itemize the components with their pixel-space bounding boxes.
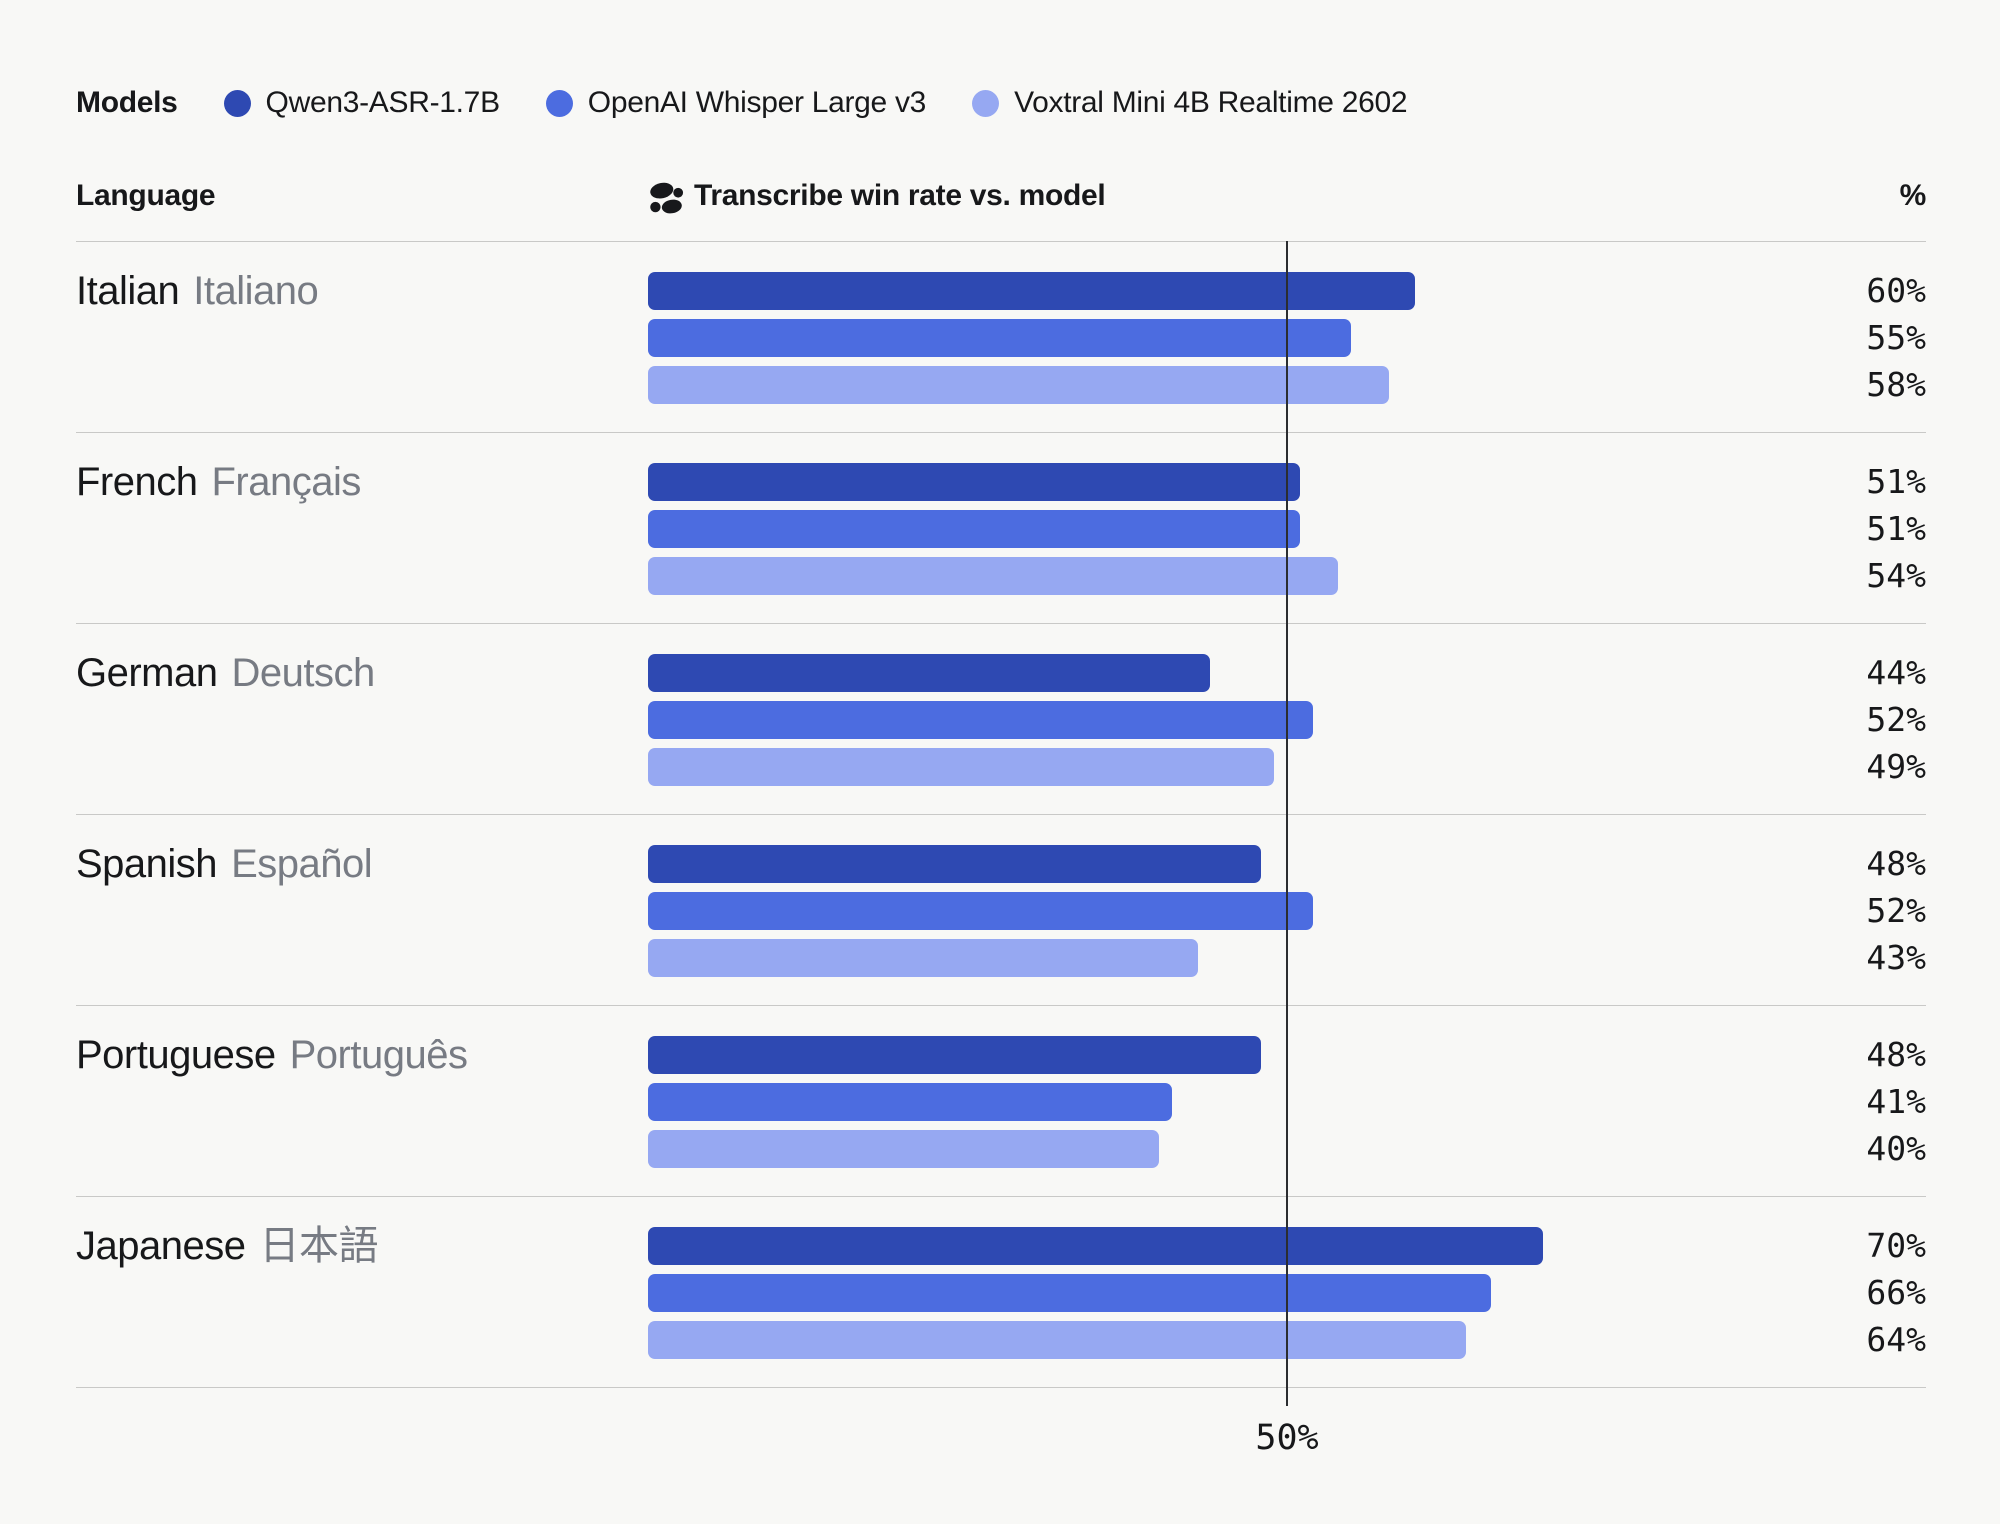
language-name-english: French xyxy=(76,460,198,504)
percent-value: 66% xyxy=(1866,1273,1926,1312)
win-rate-bar xyxy=(648,463,1300,501)
win-rate-bar xyxy=(648,654,1211,692)
language-name-native: 日本語 xyxy=(259,1224,378,1268)
language-name-english: Spanish xyxy=(76,842,218,886)
legend-item: Qwen3-ASR-1.7B xyxy=(223,86,501,120)
percent-value: 48% xyxy=(1866,844,1926,883)
language-label: Spanish Español xyxy=(76,842,373,886)
percent-value-group: 44% 52% 49% xyxy=(1866,654,1926,795)
language-label: French Français xyxy=(76,460,362,504)
win-rate-bar xyxy=(648,1130,1160,1168)
table-row: Japanese 日本語 70% 66% 64% xyxy=(76,1197,1926,1388)
percent-value: 52% xyxy=(1866,700,1926,739)
language-name-native: Português xyxy=(289,1033,468,1077)
win-rate-bar xyxy=(648,1321,1466,1359)
percent-value-group: 48% 41% 40% xyxy=(1866,1036,1926,1177)
win-rate-bar xyxy=(648,319,1351,357)
win-rate-bar xyxy=(648,845,1262,883)
win-rate-bar xyxy=(648,701,1313,739)
percent-value: 55% xyxy=(1866,318,1926,357)
legend-item-label: Qwen3-ASR-1.7B xyxy=(265,86,501,119)
fifty-percent-label: 50% xyxy=(1255,1418,1319,1458)
win-rate-bar xyxy=(648,272,1415,310)
win-rate-bar xyxy=(648,510,1300,548)
language-rows: Italian Italiano 60% 55% 58% French Français… xyxy=(76,241,1926,1388)
win-rate-bar xyxy=(648,892,1313,930)
win-rate-bar xyxy=(648,939,1198,977)
table-row: Spanish Español 48% 52% 43% xyxy=(76,815,1926,1006)
column-header-metric: Transcribe win rate vs. model xyxy=(648,178,1106,214)
win-rate-bar xyxy=(648,557,1339,595)
language-name-native: Deutsch xyxy=(231,651,376,695)
language-label: Portuguese Português xyxy=(76,1033,468,1077)
win-rate-bar xyxy=(648,366,1390,404)
table-row: Portuguese Português 48% 41% 40% xyxy=(76,1006,1926,1197)
percent-value: 54% xyxy=(1866,556,1926,595)
win-rate-bar xyxy=(648,1083,1172,1121)
percent-value: 49% xyxy=(1866,747,1926,786)
language-label: Italian Italiano xyxy=(76,269,319,313)
win-rate-bar xyxy=(648,748,1275,786)
percent-value: 70% xyxy=(1866,1226,1926,1265)
language-label: German Deutsch xyxy=(76,651,376,695)
legend-item: Voxtral Mini 4B Realtime 2602 xyxy=(972,86,1408,120)
bar-group xyxy=(648,845,1926,986)
scribe-logo-icon xyxy=(648,179,684,214)
percent-value: 52% xyxy=(1866,891,1926,930)
legend-item-label: Voxtral Mini 4B Realtime 2602 xyxy=(1014,86,1408,119)
bar-group xyxy=(648,1227,1926,1368)
percent-value: 60% xyxy=(1866,271,1926,310)
win-rate-bar xyxy=(648,1036,1262,1074)
percent-value: 44% xyxy=(1866,653,1926,692)
column-header-language: Language xyxy=(76,179,216,212)
metric-header-label: Transcribe win rate vs. model xyxy=(694,179,1106,212)
bar-group xyxy=(648,1036,1926,1177)
language-name-english: Japanese xyxy=(76,1224,246,1268)
models-legend: Models Qwen3-ASR-1.7B OpenAI Whisper Lar… xyxy=(76,86,1408,120)
bar-group xyxy=(648,654,1926,795)
legend-title: Models xyxy=(76,86,178,119)
language-label: Japanese 日本語 xyxy=(76,1224,378,1268)
win-rate-bar xyxy=(648,1227,1543,1265)
win-rate-bar xyxy=(648,1274,1492,1312)
column-header-percent: % xyxy=(1899,179,1927,212)
legend-dot-icon xyxy=(545,89,573,117)
percent-value: 41% xyxy=(1866,1082,1926,1121)
percent-value-group: 48% 52% 43% xyxy=(1866,845,1926,986)
table-row: Italian Italiano 60% 55% 58% xyxy=(76,242,1926,433)
language-name-english: Italian xyxy=(76,269,180,313)
percent-value: 64% xyxy=(1866,1320,1926,1359)
legend-dot-icon xyxy=(223,89,251,117)
percent-value: 51% xyxy=(1866,462,1926,501)
percent-value-group: 60% 55% 58% xyxy=(1866,272,1926,413)
percent-value: 48% xyxy=(1866,1035,1926,1074)
language-name-english: German xyxy=(76,651,218,695)
fifty-percent-reference-line xyxy=(1286,241,1288,1406)
table-row: German Deutsch 44% 52% 49% xyxy=(76,624,1926,815)
bar-group xyxy=(648,463,1926,604)
legend-item-label: OpenAI Whisper Large v3 xyxy=(587,86,927,119)
legend-dot-icon xyxy=(972,89,1000,117)
language-name-english: Portuguese xyxy=(76,1033,276,1077)
percent-value: 51% xyxy=(1866,509,1926,548)
legend-item: OpenAI Whisper Large v3 xyxy=(545,86,927,120)
language-name-native: Français xyxy=(211,460,362,504)
percent-value: 43% xyxy=(1866,938,1926,977)
language-name-native: Italiano xyxy=(193,269,319,313)
percent-value: 40% xyxy=(1866,1129,1926,1168)
table-row: French Français 51% 51% 54% xyxy=(76,433,1926,624)
percent-value-group: 70% 66% 64% xyxy=(1866,1227,1926,1368)
percent-value-group: 51% 51% 54% xyxy=(1866,463,1926,604)
language-name-native: Español xyxy=(231,842,373,886)
percent-value: 58% xyxy=(1866,365,1926,404)
